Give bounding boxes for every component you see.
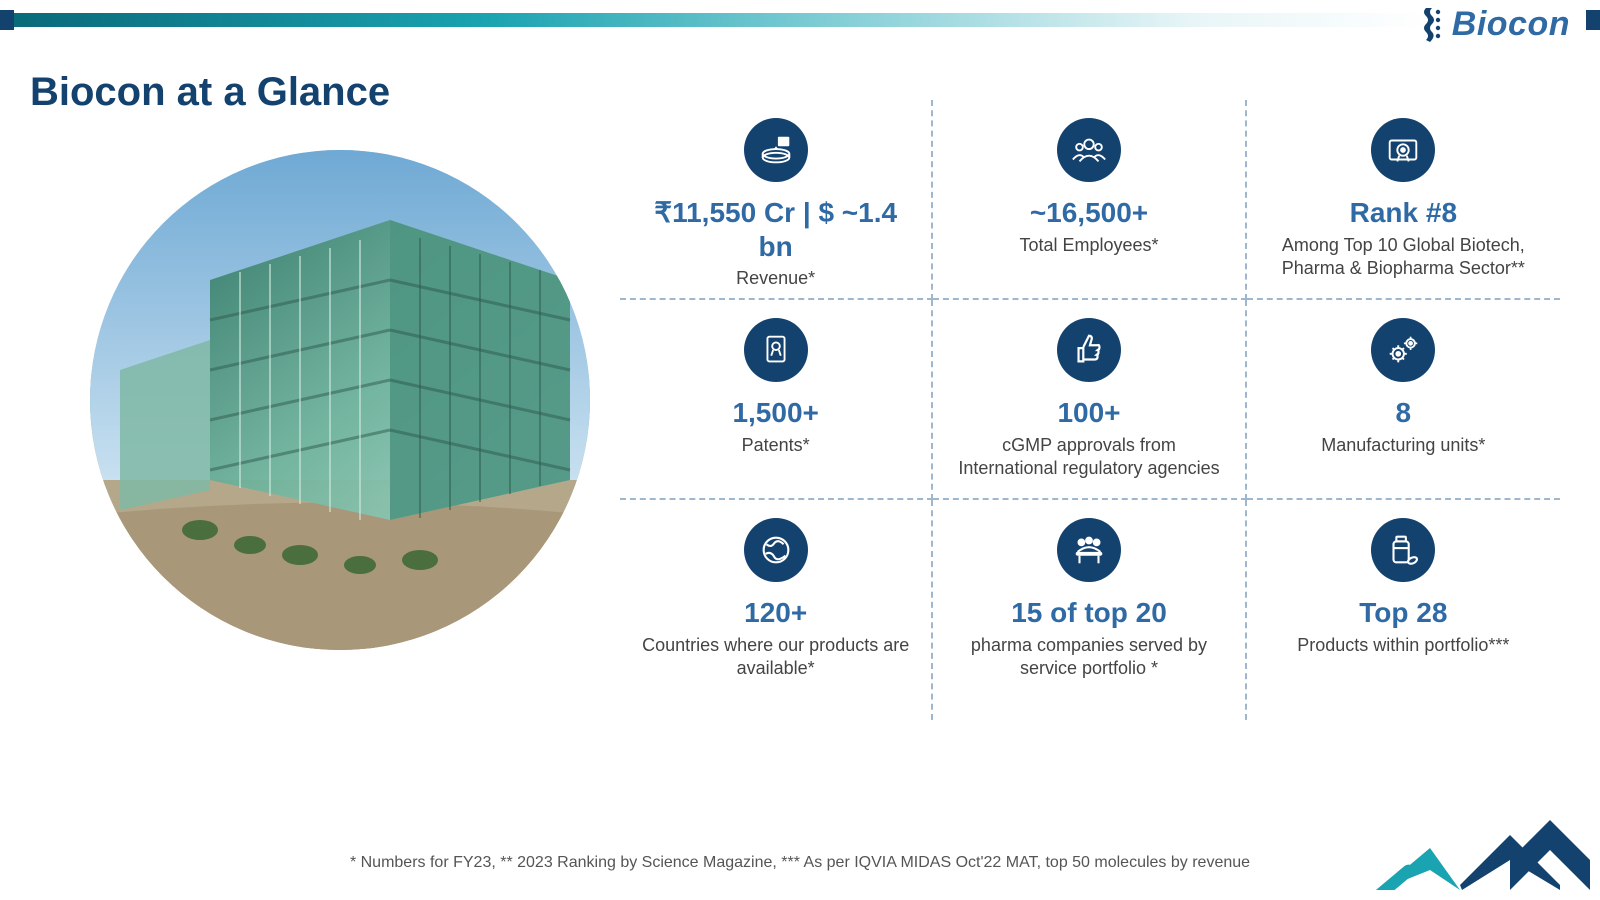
stat-value: 8 [1396, 396, 1412, 430]
page-title: Biocon at a Glance [30, 70, 390, 115]
brand-mark-icon [1416, 6, 1446, 44]
stat-patents: 1,500+ Patents* [620, 300, 933, 500]
stat-label: Revenue* [736, 267, 815, 290]
svg-text:₹: ₹ [781, 137, 786, 146]
brand-name: Biocon [1452, 5, 1570, 44]
patent-icon [744, 318, 808, 382]
bottle-icon [1371, 518, 1435, 582]
stat-label: Countries where our products are availab… [638, 634, 913, 681]
stat-label: cGMP approvals from International regula… [951, 434, 1226, 481]
stat-label: Patents* [742, 434, 810, 457]
stat-value: Top 28 [1359, 596, 1447, 630]
gears-icon [1371, 318, 1435, 382]
stat-approvals: 100+ cGMP approvals from International r… [933, 300, 1246, 500]
stat-value: ₹11,550 Cr | $ ~1.4 bn [638, 196, 913, 263]
stat-revenue: ₹ ₹11,550 Cr | $ ~1.4 bn Revenue* [620, 100, 933, 300]
stat-value: ~16,500+ [1030, 196, 1148, 230]
corner-chevrons-icon [1360, 730, 1590, 890]
stat-value: 100+ [1057, 396, 1120, 430]
stat-rank: Rank #8 Among Top 10 Global Biotech, Pha… [1247, 100, 1560, 300]
stat-value: Rank #8 [1350, 196, 1457, 230]
top-accent-bar [0, 10, 1600, 30]
stats-grid: ₹ ₹11,550 Cr | $ ~1.4 bn Revenue* ~16,50… [620, 100, 1560, 720]
stat-label: Total Employees* [1019, 234, 1158, 257]
stat-manufacturing: 8 Manufacturing units* [1247, 300, 1560, 500]
revenue-icon: ₹ [744, 118, 808, 182]
stat-pharma-served: 15 of top 20 pharma companies served by … [933, 500, 1246, 720]
stat-employees: ~16,500+ Total Employees* [933, 100, 1246, 300]
stat-label: Manufacturing units* [1321, 434, 1485, 457]
stat-label: Among Top 10 Global Biotech, Pharma & Bi… [1265, 234, 1542, 281]
rank-icon [1371, 118, 1435, 182]
stat-products: Top 28 Products within portfolio*** [1247, 500, 1560, 720]
brand-logo: Biocon [1416, 5, 1570, 44]
stat-countries: 120+ Countries where our products are av… [620, 500, 933, 720]
stat-value: 1,500+ [732, 396, 818, 430]
hero-photo [90, 150, 590, 650]
stat-value: 120+ [744, 596, 807, 630]
globe-icon [744, 518, 808, 582]
stat-label: pharma companies served by service portf… [951, 634, 1226, 681]
stat-label: Products within portfolio*** [1297, 634, 1509, 657]
top-bar-gradient [14, 13, 1586, 27]
top-bar-left-tab [0, 10, 14, 30]
table-icon [1057, 518, 1121, 582]
stat-value: 15 of top 20 [1011, 596, 1167, 630]
top-bar-right-tab [1586, 10, 1600, 30]
thumbsup-icon [1057, 318, 1121, 382]
people-icon [1057, 118, 1121, 182]
